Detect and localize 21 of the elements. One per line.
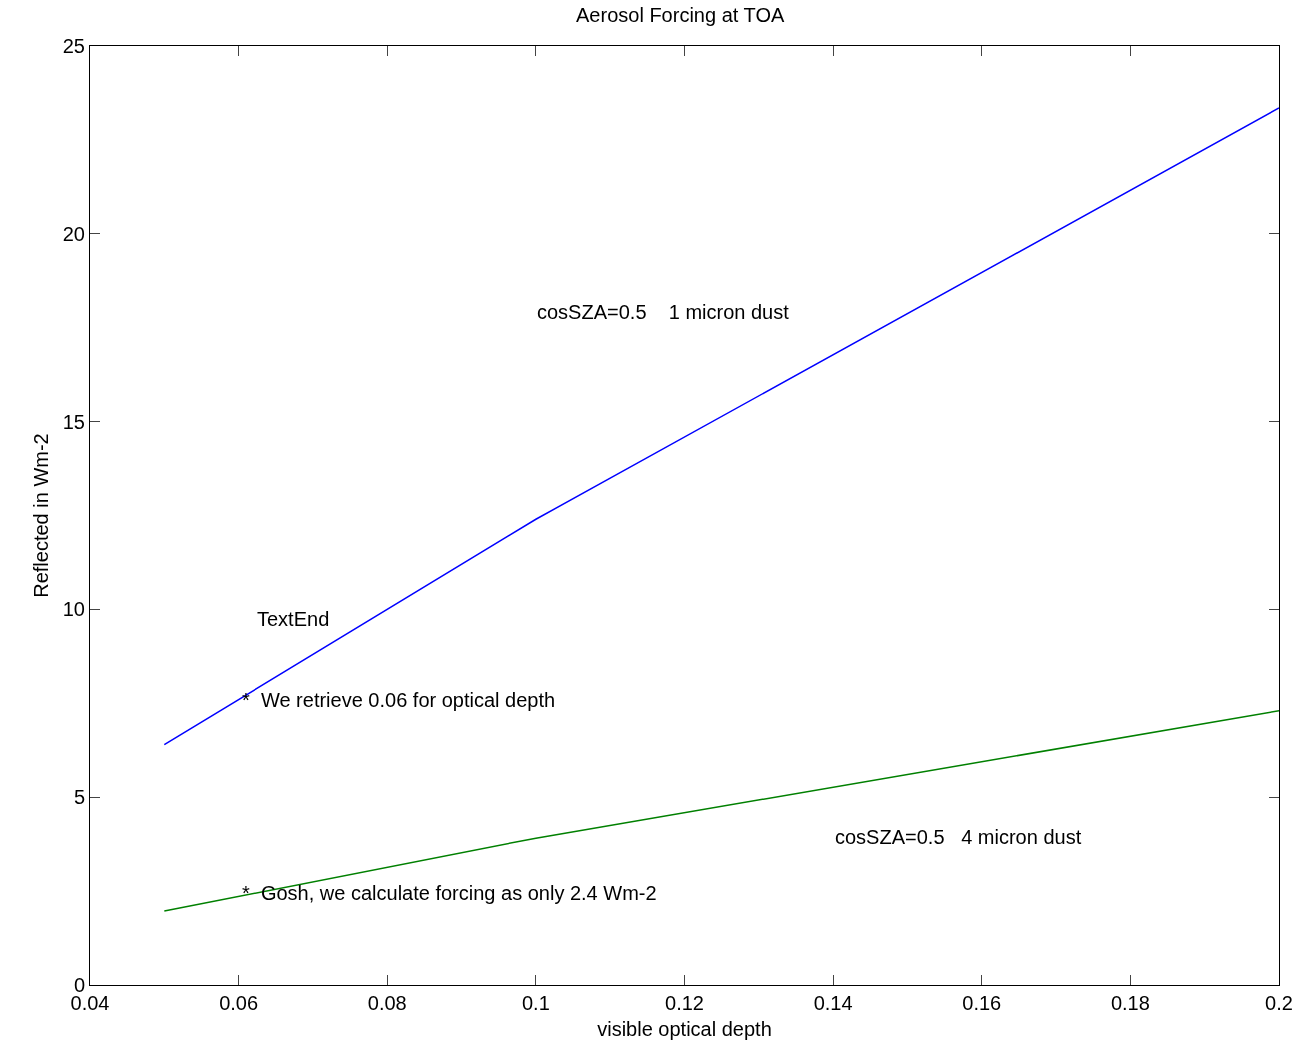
y-tick-label: 5	[73, 786, 85, 809]
x-tick-label: 0.08	[367, 992, 407, 1014]
chart-title: Aerosol Forcing at TOA	[576, 4, 785, 27]
annotation: TextEnd	[257, 608, 330, 630]
x-tick-label: 0.06	[219, 992, 259, 1014]
x-tick-label: 0.14	[813, 992, 853, 1014]
annotation: * Gosh, we calculate forcing as only 2.4 Wm-2	[242, 882, 657, 904]
annotation: * We retrieve 0.06 for optical depth	[242, 689, 556, 711]
y-axis-title: Reflected in Wm-2	[30, 433, 53, 598]
x-axis-title: visible optical depth	[597, 1017, 772, 1040]
annotation: cosSZA=0.5 4 micron dust	[835, 826, 1082, 848]
y-tick-label: 15	[62, 410, 85, 433]
x-tick-label: 0.1	[521, 992, 550, 1014]
x-tick-label: 0.2	[1265, 992, 1293, 1014]
x-tick-label: 0.16	[962, 992, 1002, 1014]
y-tick-label: 10	[62, 598, 85, 621]
y-tick-label: 25	[62, 35, 85, 57]
x-tick-label: 0.12	[665, 992, 704, 1014]
annotation: cosSZA=0.5 1 micron dust	[537, 301, 790, 323]
y-tick-label: 20	[62, 222, 85, 245]
x-tick-label: 0.18	[1110, 992, 1150, 1014]
